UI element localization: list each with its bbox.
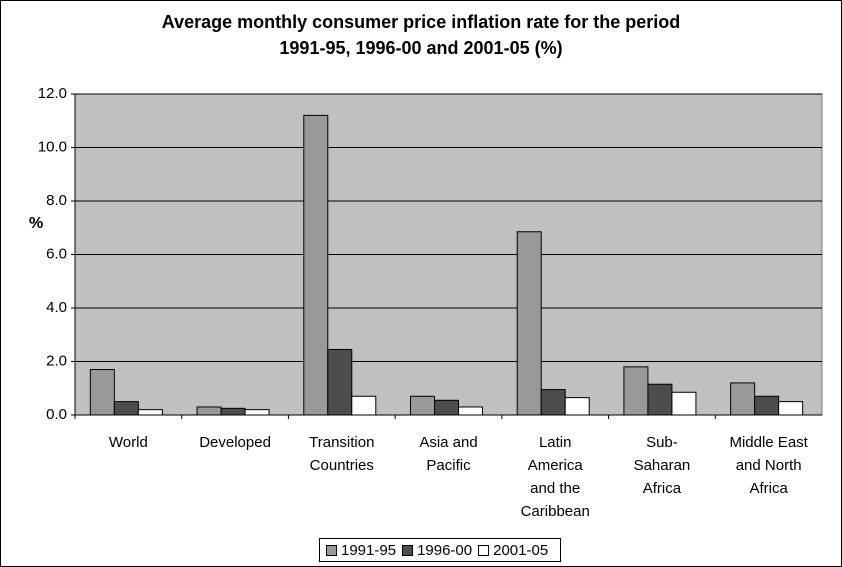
- bar: [327, 348, 353, 416]
- legend-label: 1991-95: [341, 541, 397, 559]
- legend-item: 1996-00: [402, 542, 472, 559]
- legend-label: 2001-05: [493, 541, 549, 559]
- bar: [113, 401, 139, 416]
- legend-swatch: [478, 544, 490, 556]
- x-tick-label: Asia and Pacific: [419, 434, 478, 474]
- bar: [730, 382, 756, 416]
- legend: 1991-95 1996-00 2001-05: [319, 538, 562, 562]
- bar: [244, 409, 270, 416]
- bar: [516, 231, 542, 416]
- bar: [137, 409, 163, 416]
- legend-swatch: [402, 544, 414, 556]
- bar: [564, 397, 590, 416]
- bar: [671, 391, 697, 416]
- bar: [458, 406, 483, 416]
- y-tick-label: 2.0: [46, 352, 67, 369]
- x-tick-label: Sub-Saharan Africa: [633, 434, 691, 497]
- x-tick-label: World: [108, 434, 148, 451]
- x-tick-label: Transition Countries: [309, 434, 375, 474]
- bar: [410, 395, 435, 416]
- bar: [540, 389, 566, 416]
- x-tick-label: Middle East and North Africa: [729, 434, 808, 497]
- y-axis-label: %: [29, 215, 44, 232]
- bar: [647, 383, 673, 416]
- y-tick-label: 10.0: [38, 138, 67, 155]
- bar: [778, 401, 804, 416]
- bar: [754, 395, 780, 416]
- legend-label: 1996-00: [417, 541, 473, 559]
- chart-title: Average monthly consumer price inflation…: [161, 12, 681, 58]
- y-tick-label: 6.0: [46, 245, 67, 262]
- legend-item: 1991-95: [326, 542, 396, 559]
- x-tick-label: Latin America and the Caribbean: [520, 434, 590, 520]
- bar: [434, 399, 459, 416]
- bar: [623, 366, 649, 416]
- bar: [351, 395, 377, 416]
- bar: [89, 369, 115, 416]
- y-tick-label: 12.0: [38, 85, 67, 102]
- y-tick-label: 8.0: [46, 192, 67, 209]
- x-tick-label: Developed: [199, 434, 271, 451]
- bar: [220, 407, 246, 416]
- y-tick-label: 0.0: [46, 406, 67, 423]
- legend-item: 2001-05: [478, 542, 548, 559]
- y-tick-label: 4.0: [46, 299, 67, 316]
- legend-swatch: [326, 544, 337, 556]
- bar: [303, 114, 329, 416]
- bar: [196, 406, 222, 416]
